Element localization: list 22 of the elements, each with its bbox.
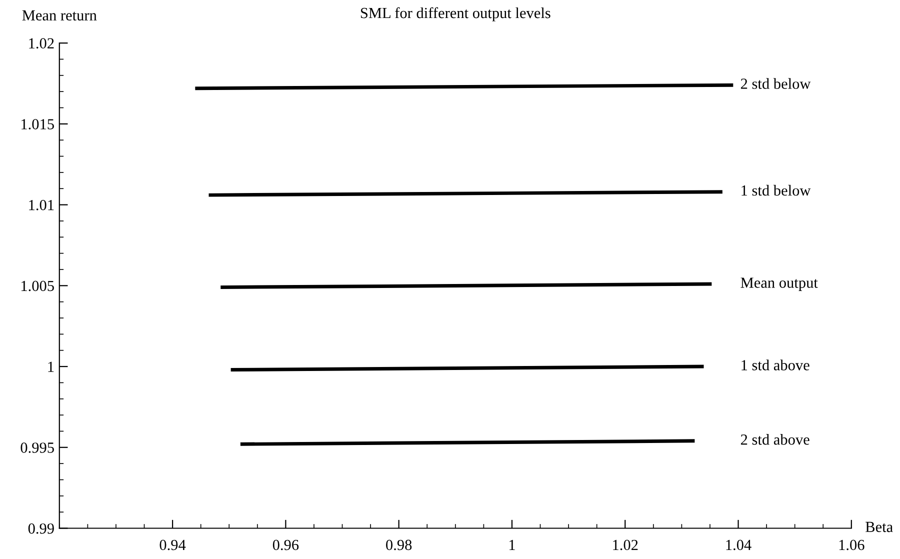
x-tick-label: 0.96 — [272, 540, 299, 550]
y-tick-label: 1.02 — [29, 38, 54, 49]
y-tick-label: 1.005 — [22, 280, 54, 292]
x-tick-label: 0.94 — [160, 540, 186, 550]
y-tick-label: 1.015 — [22, 119, 54, 130]
y-tick-label: 1.01 — [29, 200, 54, 210]
x-tick-label: 0.98 — [386, 540, 412, 550]
series-label: 1 std below — [742, 184, 811, 196]
text: 2 std above — [740, 434, 810, 445]
y-tick-label: 0.99 — [28, 523, 54, 534]
series-label: 2 std below — [740, 78, 811, 89]
text: 1 std above — [742, 360, 810, 370]
x-tick-label: 1.06 — [839, 540, 864, 550]
x-tick-label: 1.02 — [613, 540, 638, 550]
x-tick-label: 1.04 — [726, 540, 752, 550]
series-label: Mean output — [740, 278, 818, 291]
y-tick-label: 1 — [48, 362, 54, 372]
x-axis-title: Beta — [866, 522, 893, 532]
x-tick-label: 1 — [509, 540, 515, 550]
chart-title: SML for different output levels — [360, 7, 550, 22]
y-axis-title: Mean return — [22, 10, 97, 21]
y-tick-label: 0.995 — [20, 442, 54, 453]
